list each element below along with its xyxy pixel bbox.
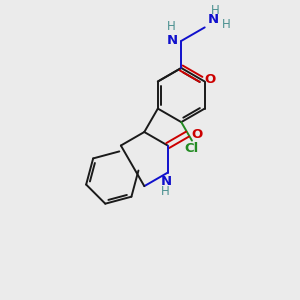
Text: O: O <box>204 73 216 86</box>
Text: H: H <box>222 18 230 31</box>
Text: N: N <box>208 13 219 26</box>
Text: N: N <box>167 34 178 47</box>
Text: Cl: Cl <box>185 142 199 155</box>
Text: O: O <box>191 128 202 141</box>
Text: H: H <box>161 185 170 198</box>
Text: H: H <box>211 4 220 16</box>
Text: N: N <box>161 176 172 188</box>
Text: H: H <box>167 20 176 33</box>
